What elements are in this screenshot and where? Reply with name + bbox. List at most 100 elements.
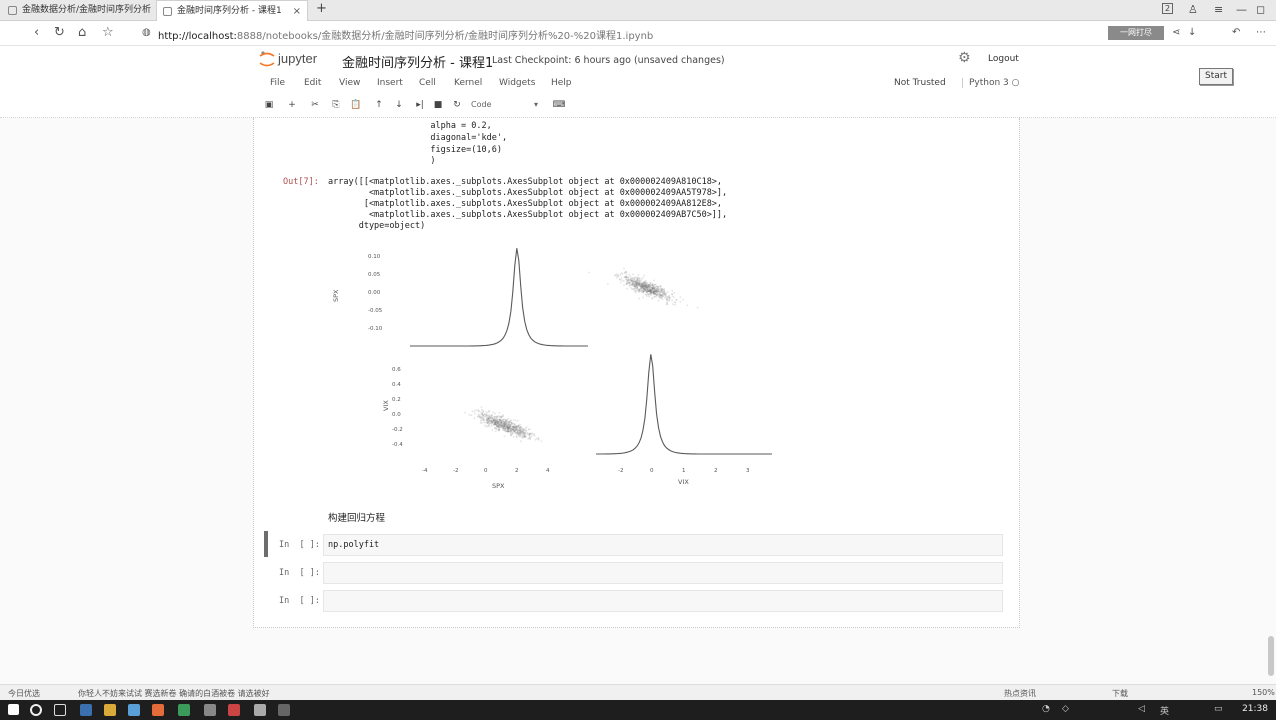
code-cell-input[interactable] [323, 562, 1003, 584]
scatter-point [513, 423, 516, 426]
browser-app-icon[interactable] [80, 704, 92, 716]
input-language[interactable]: 英 [1160, 707, 1170, 717]
app-icon[interactable] [254, 704, 266, 716]
share-icon[interactable]: ⋖ [1172, 27, 1181, 38]
close-tab-icon[interactable]: × [292, 6, 301, 17]
zoom-level[interactable]: 150% [1252, 688, 1275, 697]
url-field[interactable]: http://localhost:8888/notebooks/金融数据分析/金… [158, 27, 653, 42]
notification-icon[interactable]: ▭ [1214, 704, 1223, 714]
code-line[interactable]: alpha = 0.2, [328, 121, 492, 131]
cell-type-select[interactable]: Code ▾ [468, 99, 540, 111]
code-line[interactable]: figsize=(10,6) [328, 145, 502, 155]
back-icon[interactable]: ‹ [34, 25, 40, 40]
task-view-icon[interactable] [54, 704, 66, 716]
arrow-up-icon[interactable]: ↑ [375, 100, 383, 110]
kernel-name: Python 3 [969, 78, 1009, 88]
menu-edit[interactable]: Edit [304, 78, 322, 88]
status-news-ticker[interactable]: 你轻人不妨来试试 赛选新卷 确请的白酒被卷 请选被好 [78, 689, 270, 698]
markdown-heading[interactable]: 构建回归方程 [328, 513, 386, 524]
scatter-point [652, 291, 655, 293]
scatter-point [495, 417, 498, 420]
star-icon[interactable]: ☆ [102, 25, 114, 40]
undo-icon[interactable]: ↶ [1232, 27, 1241, 38]
scatter-point [660, 295, 663, 298]
scatter-point [504, 427, 507, 429]
page-count-badge[interactable]: 2 [1162, 3, 1174, 14]
scatter-point [505, 421, 508, 424]
app-icon[interactable] [204, 704, 216, 716]
scatter-point [496, 416, 498, 418]
scatter-point [516, 429, 519, 432]
menu-insert[interactable]: Insert [377, 78, 403, 88]
scrollbar-thumb[interactable] [1268, 636, 1274, 676]
menu-help[interactable]: Help [551, 78, 572, 88]
jupyter-logo[interactable]: jupyter [258, 49, 338, 73]
notebook-title[interactable]: 金融时间序列分析 - 课程1 [342, 56, 494, 71]
app-icon[interactable] [152, 704, 164, 716]
app-icon[interactable] [128, 704, 140, 716]
scatter-point [519, 430, 522, 432]
arrow-down-icon[interactable]: ↓ [395, 100, 403, 110]
scatter-point [674, 301, 676, 304]
site-info-icon[interactable]: ◍ [142, 27, 151, 38]
app-icon[interactable] [228, 704, 240, 716]
step-forward-icon[interactable]: ▸| [416, 100, 424, 110]
scatter-point [649, 291, 652, 293]
app-icon[interactable] [178, 704, 190, 716]
volume-icon[interactable]: ◁ [1138, 704, 1145, 714]
refresh-icon[interactable]: ↻ [54, 25, 65, 40]
scatter-point [645, 281, 648, 284]
network-icon[interactable]: ◔ [1042, 704, 1050, 714]
status-left-label[interactable]: 今日优选 [8, 689, 40, 698]
browser-tab-2[interactable]: 金融时间序列分析 - 课程1 × [156, 0, 308, 21]
file-explorer-icon[interactable] [104, 704, 116, 716]
code-line[interactable]: diagonal='kde', [328, 133, 508, 143]
scatter-point [508, 426, 511, 428]
more-icon[interactable]: ⋯ [1256, 27, 1266, 38]
menu-icon[interactable]: ≡ [1214, 3, 1224, 16]
scatter-point [646, 288, 649, 291]
new-tab-button[interactable]: + [316, 1, 327, 16]
maximize-icon[interactable]: ◻ [1256, 3, 1266, 16]
trust-status[interactable]: Not Trusted [894, 78, 946, 88]
scatter-point [655, 295, 657, 298]
download-icon[interactable]: ↓ [1188, 27, 1197, 38]
search-icon[interactable] [30, 704, 42, 716]
status-hot-news[interactable]: 热点资讯 [1004, 689, 1036, 698]
copy-icon[interactable]: ⎘ [332, 100, 340, 110]
code-cell-input[interactable] [323, 590, 1003, 612]
scatter-point [507, 428, 509, 430]
menu-cell[interactable]: Cell [419, 78, 436, 88]
start-button[interactable]: Start [1199, 68, 1233, 85]
cut-icon[interactable]: ✂ [311, 100, 319, 110]
tray-icon[interactable]: ◇ [1062, 704, 1069, 714]
menu-kernel[interactable]: Kernel [454, 78, 483, 88]
minimize-icon[interactable]: — [1236, 3, 1247, 16]
home-icon[interactable]: ⌂ [78, 25, 87, 40]
paste-icon[interactable]: 📋 [350, 100, 362, 110]
menu-view[interactable]: View [339, 78, 361, 88]
scatter-point [504, 423, 507, 426]
scatter-point [629, 277, 632, 280]
menu-file[interactable]: File [270, 78, 286, 88]
menu-widgets[interactable]: Widgets [499, 78, 536, 88]
browser-tab-1[interactable]: 金融数据分析/金融时间序列分析 [2, 0, 152, 21]
shirt-icon[interactable]: ♙ [1188, 3, 1198, 16]
stop-icon[interactable]: ■ [433, 100, 443, 110]
user-avatar-icon: ⚙ [958, 50, 971, 66]
scatter-point [509, 432, 512, 435]
app-icon[interactable] [278, 704, 290, 716]
code-line[interactable]: np.polyfit [328, 540, 380, 550]
save-icon[interactable]: ▣ [264, 100, 274, 110]
logout-button[interactable]: Logout [988, 54, 1019, 64]
code-line[interactable]: ) [328, 156, 436, 166]
code-cell-input[interactable] [323, 534, 1003, 556]
windows-start-icon[interactable] [8, 704, 19, 715]
plus-icon[interactable]: + [288, 100, 296, 110]
status-downloads[interactable]: 下载 [1112, 689, 1128, 698]
search-box[interactable]: 一网打尽 [1108, 26, 1164, 40]
restart-icon[interactable]: ↻ [453, 100, 461, 110]
keyboard-icon[interactable]: ⌨ [552, 100, 566, 110]
scatter-point [643, 288, 646, 291]
scatter-point [526, 431, 529, 434]
